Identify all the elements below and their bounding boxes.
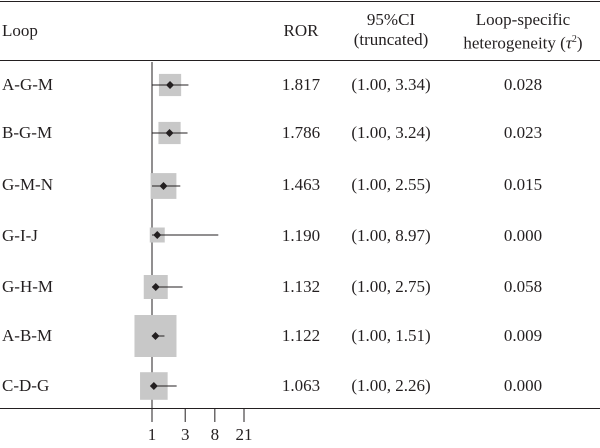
point-estimate-marker: [153, 231, 162, 239]
row-loop: A-G-M: [2, 75, 53, 94]
row-het: 0.000: [503, 376, 543, 395]
point-estimate-marker: [151, 332, 160, 340]
row-loop: G-I-J: [2, 226, 38, 245]
header-het-symbol: τ: [565, 33, 572, 53]
point-estimate-marker: [166, 81, 175, 89]
row-het: 0.058: [503, 277, 543, 296]
header-het-suffix: ): [576, 33, 583, 53]
row-ci: (1.00, 1.51): [351, 326, 431, 345]
x-tick-label: 1: [148, 425, 157, 444]
row-loop: G-M-N: [2, 175, 53, 194]
header-ci: 95%CI (truncated): [336, 10, 446, 50]
x-tick-label: 3: [181, 425, 190, 444]
row-ci: (1.00, 3.34): [351, 75, 431, 94]
row-het: 0.015: [503, 175, 543, 194]
row-ci: (1.00, 2.55): [351, 175, 431, 194]
top-rule: [0, 1, 600, 2]
row-loop: C-D-G: [2, 376, 50, 395]
row-ci: (1.00, 2.26): [351, 376, 431, 395]
point-estimate-marker: [159, 182, 168, 190]
point-estimate-marker: [151, 283, 160, 291]
row-loop: G-H-M: [2, 277, 53, 296]
bottom-rule: [0, 408, 600, 409]
row-het: 0.028: [503, 75, 543, 94]
row-ror: 1.132: [281, 277, 321, 296]
row-het: 0.000: [503, 226, 543, 245]
header-ror: ROR: [283, 21, 319, 40]
header-heterogeneity: Loop-specific heterogeneity (τ2): [448, 10, 598, 54]
x-tick-label: 8: [211, 425, 220, 444]
header-ci-line2: (truncated): [353, 30, 429, 49]
row-ci: (1.00, 3.24): [351, 123, 431, 142]
row-ci: (1.00, 2.75): [351, 277, 431, 296]
header-het-line2: heterogeneity (τ2): [448, 30, 598, 54]
point-estimate-marker: [165, 129, 174, 137]
header-loop: Loop: [2, 21, 38, 40]
row-ror: 1.122: [281, 326, 321, 345]
header-het-sup: 2: [571, 34, 577, 45]
row-ror: 1.063: [281, 376, 321, 395]
header-het-prefix: heterogeneity (: [463, 33, 566, 53]
header-ci-line1: 95%CI: [366, 10, 416, 29]
x-tick-label: 21: [236, 425, 253, 444]
row-ror: 1.817: [281, 75, 321, 94]
row-het: 0.009: [503, 326, 543, 345]
row-ci: (1.00, 8.97): [351, 226, 431, 245]
row-het: 0.023: [503, 123, 543, 142]
header-rule: [0, 60, 600, 61]
row-loop: A-B-M: [2, 326, 53, 345]
row-loop: B-G-M: [2, 123, 53, 142]
row-ror: 1.786: [281, 123, 321, 142]
header-het-line1: Loop-specific: [475, 10, 571, 29]
point-estimate-marker: [149, 382, 158, 390]
row-ror: 1.463: [281, 175, 321, 194]
row-ror: 1.190: [281, 226, 321, 245]
